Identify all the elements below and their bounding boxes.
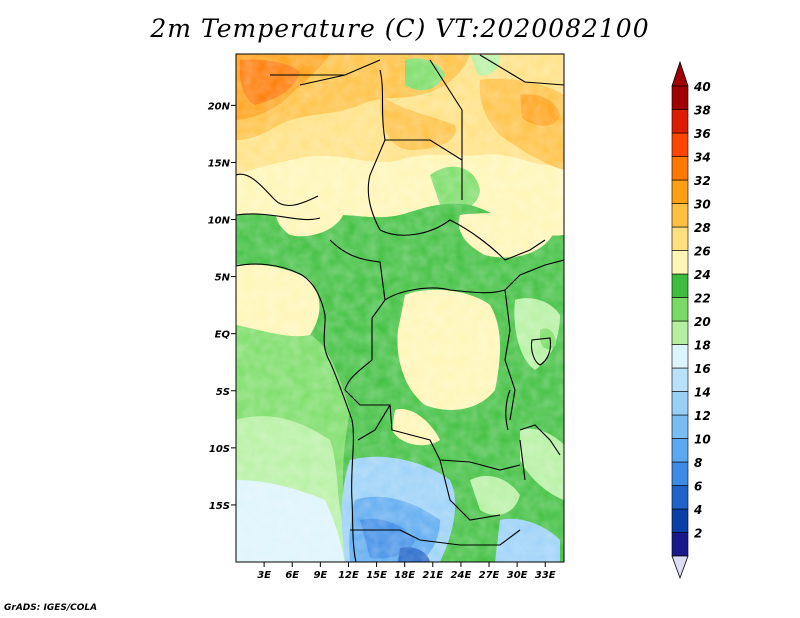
lat-tick-label: 15S [209,501,230,512]
colorbar-level-label: 6 [694,480,702,494]
colorbar-level-label: 28 [694,221,711,235]
credit-label: GrADS: IGES/COLA [4,603,98,613]
colorbar-level-label: 40 [693,80,711,94]
lon-tick-label: 18E [394,570,415,581]
colorbar-level-label: 18 [694,339,711,353]
colorbar-under-triangle [671,555,689,580]
colorbar-level-label: 26 [694,245,711,259]
colorbar-level-label: 38 [694,104,711,118]
colorbar-swatch [671,438,689,463]
longitude-axis: 3E 6E 9E 12E 15E 18E 21E 24E 27E 30E 33E [257,562,556,581]
lat-tick-label: EQ [215,330,231,341]
lon-tick-label: 33E [535,570,556,581]
colorbar-swatch [671,85,689,110]
map-frame [235,53,565,563]
colorbar-level-label: 34 [694,151,711,165]
lon-tick-label: 21E [422,570,443,581]
temperature-field [236,54,564,562]
colorbar-level-label: 24 [694,268,711,282]
lat-tick-label: 20N [208,101,231,112]
colorbar-swatch [671,297,689,322]
colorbar-swatch [671,179,689,204]
colorbar-swatch [671,203,689,228]
lon-tick-label: 27E [479,570,500,581]
colorbar-level-label: 30 [694,198,711,212]
colorbar-level-label: 32 [694,174,711,188]
colorbar-swatch [671,414,689,439]
colorbar-level-label: 12 [694,409,711,423]
map-title: 2m Temperature (C) VT:2020082100 [150,14,650,43]
colorbar-swatch [671,156,689,181]
lon-tick-label: 6E [285,570,299,581]
colorbar-swatch [671,132,689,157]
lat-tick-label: 5S [216,387,230,398]
colorbar-swatch [671,226,689,251]
colorbar-level-label: 2 [694,527,702,541]
lon-tick-label: 3E [257,570,271,581]
lon-tick-label: 15E [366,570,387,581]
lat-tick-label: 5N [215,273,231,284]
lon-tick-label: 9E [313,570,327,581]
colorbar-swatch [671,320,689,345]
colorbar-swatch [671,367,689,392]
colorbar-level-label: 22 [694,292,711,306]
colorbar-level-label: 20 [694,315,711,329]
colorbar-swatch [671,485,689,510]
colorbar-level-label: 4 [693,503,702,517]
lat-tick-label: 10S [209,444,230,455]
colorbar-level-label: 10 [694,433,711,447]
colorbar-level-label: 14 [694,386,711,400]
lon-tick-label: 12E [338,570,359,581]
colorbar-level-label: 16 [694,362,711,376]
colorbar-swatch [671,273,689,298]
colorbar-over-triangle [671,60,689,87]
colorbar-swatch [671,109,689,134]
colorbar-swatch [671,391,689,416]
lon-tick-label: 24E [451,570,472,581]
colorbar-swatch [671,250,689,275]
colorbar-swatch [671,532,689,557]
colorbar-swatch [671,508,689,533]
colorbar-level-label: 8 [694,456,702,470]
colorbar-swatch [671,344,689,369]
colorbar-level-label: 36 [694,127,711,141]
lat-tick-label: 15N [208,158,231,169]
lat-tick-label: 10N [208,216,231,227]
latitude-axis: 20N 15N 10N 5N EQ 5S 10S 15S [208,101,236,512]
lon-tick-label: 30E [507,570,528,581]
colorbar-swatch [671,461,689,486]
